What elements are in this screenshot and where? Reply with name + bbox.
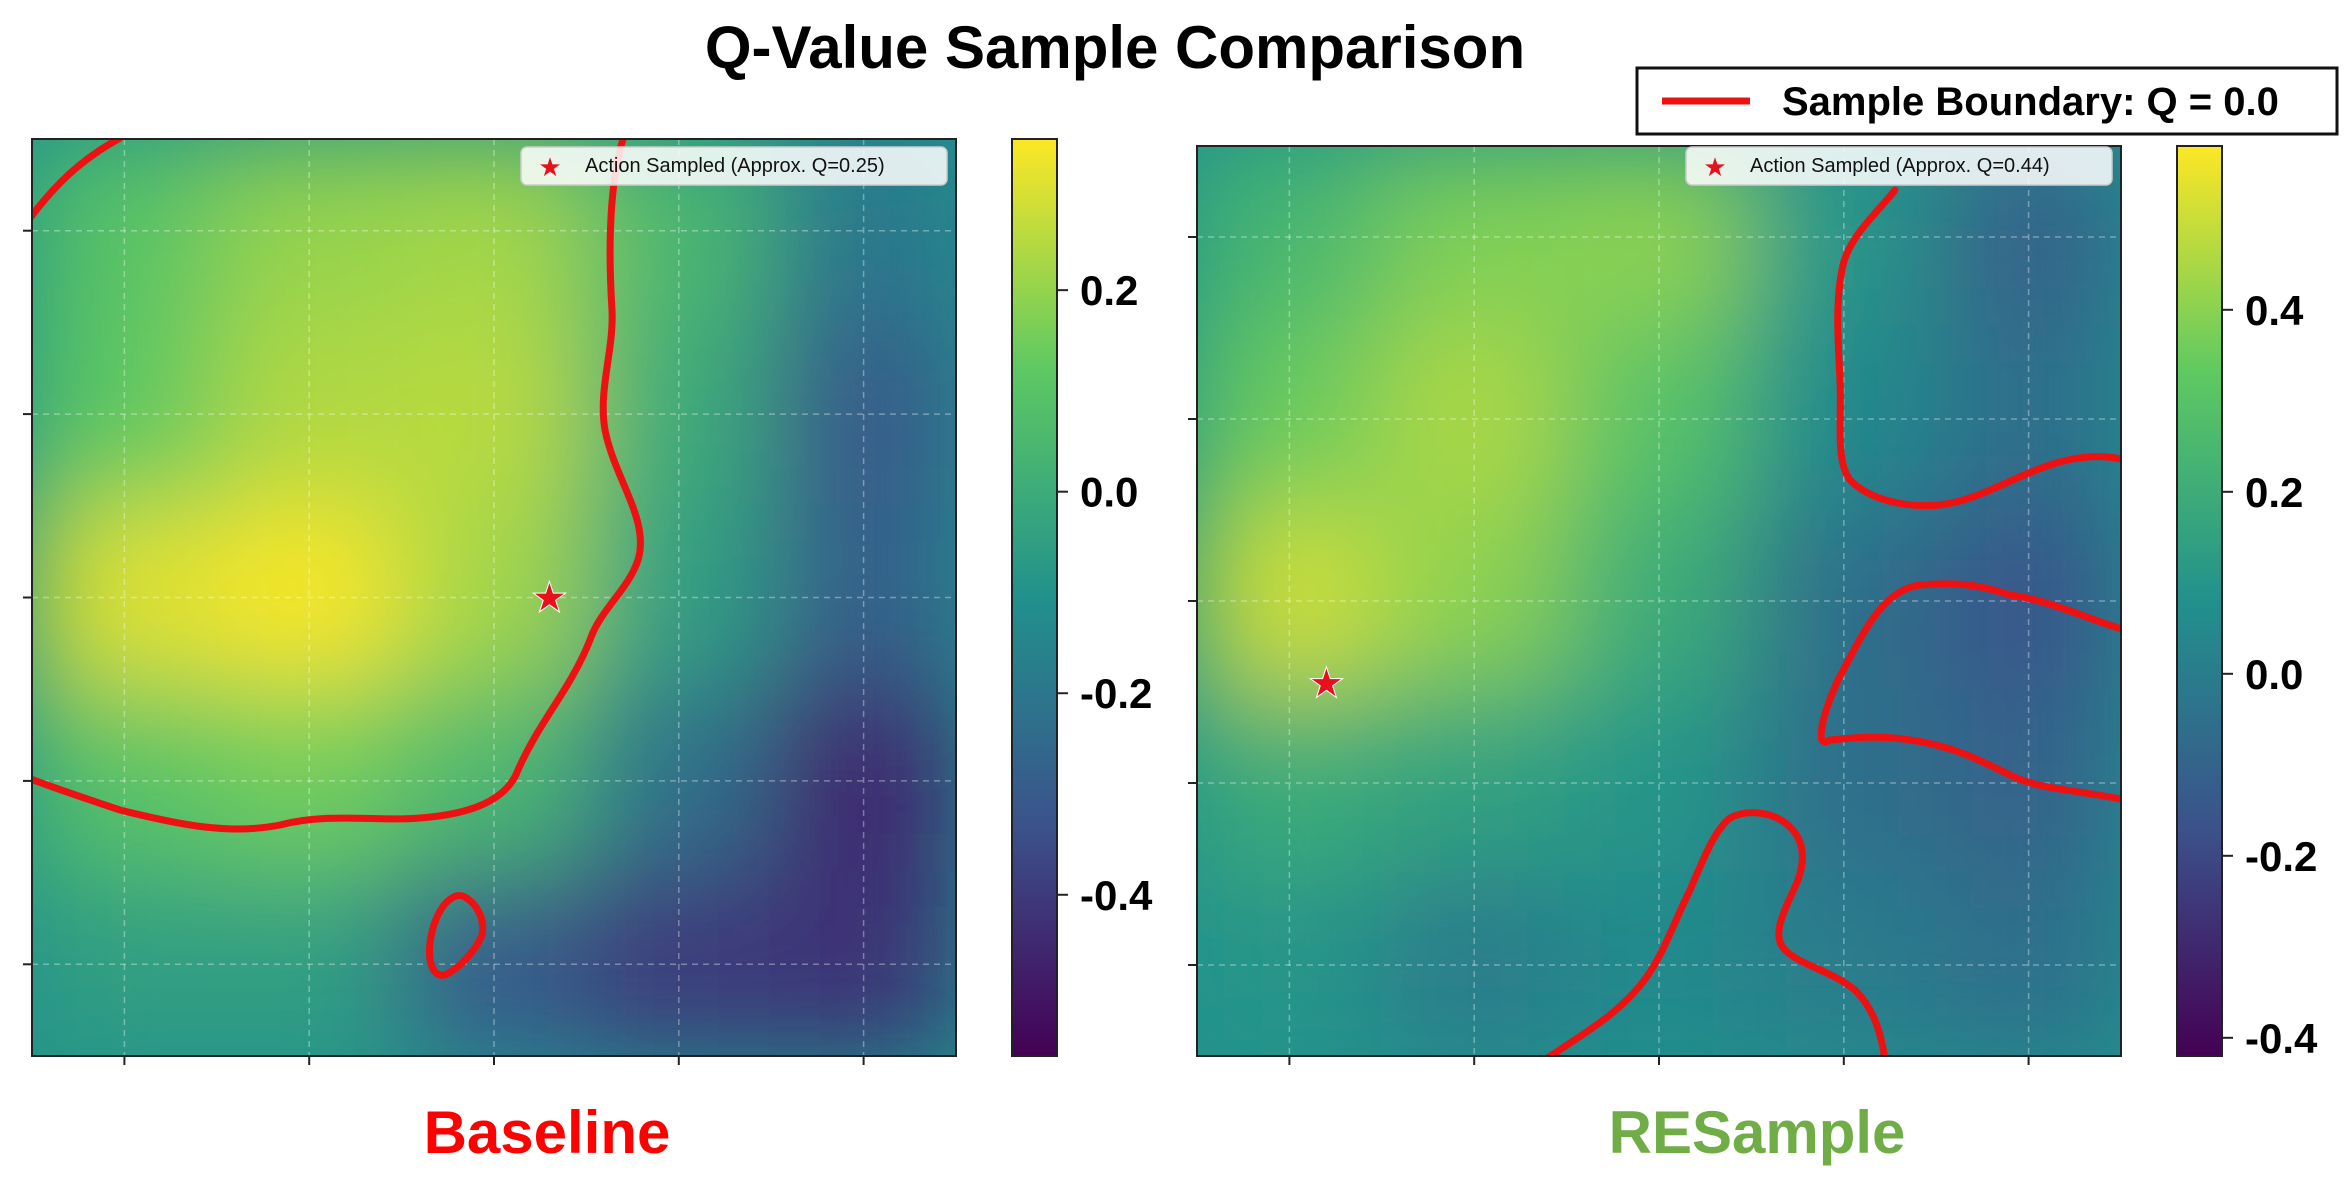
heatmap-cell [1197, 326, 1384, 512]
baseline-action-legend-label: Action Sampled (Approx. Q=0.25) [585, 155, 885, 177]
colorbar-tick-label: 0.2 [1080, 267, 1138, 314]
heatmap-cell [399, 320, 589, 508]
heatmap-cell [214, 320, 404, 508]
heatmap-cell [1379, 326, 1569, 512]
heatmap-cell [399, 687, 589, 875]
heatmap-cell [1197, 872, 1384, 1056]
baseline-boundary-upper-left [32, 139, 124, 221]
colorbar-tick-label: -0.4 [2245, 1015, 2318, 1062]
resample-boundary-top [1834, 186, 2121, 510]
resample-axis-ticks [1188, 236, 2030, 1065]
colorbar-tick-label: -0.4 [1080, 872, 1153, 919]
boundary-legend-box [1635, 66, 2339, 136]
heatmap-cell [214, 870, 404, 1056]
heatmap-cell [32, 320, 219, 508]
resample-panel: ★ ★ Action Sampled (Approx. Q=0.44) 0.40… [1188, 145, 2318, 1166]
heatmap-cell [214, 139, 404, 325]
heatmap-cell [1564, 690, 1754, 876]
heatmap-cell [1379, 690, 1569, 876]
heatmap-cell [1934, 326, 2121, 512]
baseline-colorbar-ticks: 0.2 0.0 -0.2 -0.4 [1057, 267, 1153, 919]
heatmap-cell [1564, 508, 1754, 694]
heatmap-cell [1749, 690, 1939, 876]
colorbar-tick-label: 0.0 [2245, 651, 2303, 698]
baseline-sampled-action-star: ★ [532, 576, 566, 620]
heatmap-cell [399, 503, 589, 692]
figure-title: Q-Value Sample Comparison [705, 14, 1525, 81]
heatmap-cell [1197, 690, 1384, 876]
heatmap-cell [1197, 146, 1384, 330]
heatmap-cell [214, 687, 404, 875]
heatmap-cell [1379, 872, 1569, 1056]
heatmap-cell [32, 687, 219, 875]
heatmap-cell [32, 503, 219, 692]
resample-subtitle: RESample [1609, 1099, 1906, 1166]
heatmap-cell [769, 320, 956, 508]
heatmap-cell [1379, 508, 1569, 694]
baseline-gridlines [32, 139, 956, 1056]
resample-boundary-bottom [1545, 809, 1888, 1056]
resample-boundary-middle [1817, 580, 2121, 803]
resample-sampled-action-star: ★ [1309, 661, 1343, 705]
colorbar-tick-label: -0.2 [2245, 833, 2317, 880]
heatmap-cell [769, 687, 956, 875]
heatmap-cell [584, 320, 774, 508]
baseline-colorbar: 0.2 0.0 -0.2 -0.4 [1011, 138, 1153, 1057]
heatmap-cell [214, 503, 404, 692]
colorbar-tick-label: 0.4 [2245, 287, 2304, 334]
heatmap-cell [769, 503, 956, 692]
colorbar-tick-label: -0.2 [1080, 670, 1152, 717]
baseline-subtitle: Baseline [424, 1099, 671, 1166]
heatmap-cell [584, 687, 774, 875]
heatmap-cell [32, 870, 219, 1056]
baseline-panel: ★ ★ Action Sampled (Approx. Q=0.25) 0.20… [23, 138, 1153, 1166]
heatmap-cell [1934, 872, 2121, 1056]
resample-colorbar-ticks: 0.4 0.2 0.0 -0.2 -0.4 [2222, 287, 2318, 1062]
resample-legend-star-icon: ★ [1703, 153, 1726, 183]
baseline-boundary-island [426, 892, 487, 979]
resample-action-legend-label: Action Sampled (Approx. Q=0.44) [1750, 155, 2050, 177]
colorbar-tick-label: 0.2 [2245, 469, 2303, 516]
resample-action-legend: ★ Action Sampled (Approx. Q=0.44) [1685, 146, 2113, 186]
boundary-legend: Sample Boundary: Q = 0.0 [1635, 66, 2339, 136]
baseline-action-legend: ★ Action Sampled (Approx. Q=0.25) [520, 146, 948, 186]
heatmap-cell [769, 870, 956, 1056]
colorbar-tick-label: 0.0 [1080, 469, 1138, 516]
resample-colorbar-gradient [2176, 145, 2223, 1057]
baseline-legend-star-icon: ★ [538, 153, 561, 183]
heatmap-cell [1749, 326, 1939, 512]
heatmap-cell [1564, 326, 1754, 512]
baseline-colorbar-gradient [1011, 138, 1058, 1057]
heatmap-cell [32, 139, 219, 325]
heatmap-cell [1197, 508, 1384, 694]
resample-colorbar: 0.4 0.2 0.0 -0.2 -0.4 [2176, 145, 2318, 1062]
heatmap-cell [1379, 146, 1569, 330]
heatmap-cell [1749, 872, 1939, 1056]
boundary-legend-label: Sample Boundary: Q = 0.0 [1782, 80, 2279, 124]
baseline-axis-ticks [23, 229, 865, 1065]
baseline-boundary-main [32, 139, 644, 833]
heatmap-cell [584, 870, 774, 1056]
